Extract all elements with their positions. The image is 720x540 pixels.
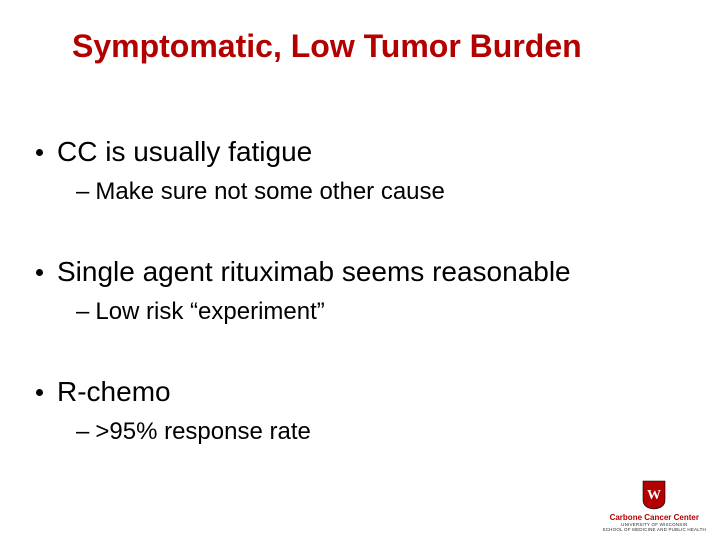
svg-text:W: W [647, 488, 661, 503]
bullet-sub-item: – Low risk “experiment” [76, 298, 325, 326]
bullet-item: R-chemo [36, 376, 171, 408]
bullet-dot-icon [36, 149, 43, 156]
bullet-sub-item: – Make sure not some other cause [76, 178, 445, 206]
bullet-dash-icon: – [76, 418, 89, 446]
bullet-text: >95% response rate [95, 418, 310, 446]
bullet-item: Single agent rituximab seems reasonable [36, 256, 571, 288]
bullet-dash-icon: – [76, 298, 89, 326]
slide-title: Symptomatic, Low Tumor Burden [72, 28, 582, 65]
bullet-dot-icon [36, 389, 43, 396]
bullet-item: CC is usually fatigue [36, 136, 312, 168]
logo-line3: SCHOOL OF MEDICINE AND PUBLIC HEALTH [603, 527, 706, 532]
footer-logo: W Carbone Cancer Center UNIVERSITY OF WI… [603, 480, 706, 532]
logo-line1: Carbone Cancer Center [603, 513, 706, 522]
crest-icon: W [642, 480, 666, 510]
bullet-dash-icon: – [76, 178, 89, 206]
bullet-text: CC is usually fatigue [57, 136, 312, 168]
bullet-text: Make sure not some other cause [95, 178, 445, 206]
bullet-sub-item: – >95% response rate [76, 418, 311, 446]
bullet-text: Single agent rituximab seems reasonable [57, 256, 571, 288]
bullet-dot-icon [36, 269, 43, 276]
slide: Symptomatic, Low Tumor Burden CC is usua… [0, 0, 720, 540]
bullet-text: Low risk “experiment” [95, 298, 324, 326]
bullet-text: R-chemo [57, 376, 171, 408]
